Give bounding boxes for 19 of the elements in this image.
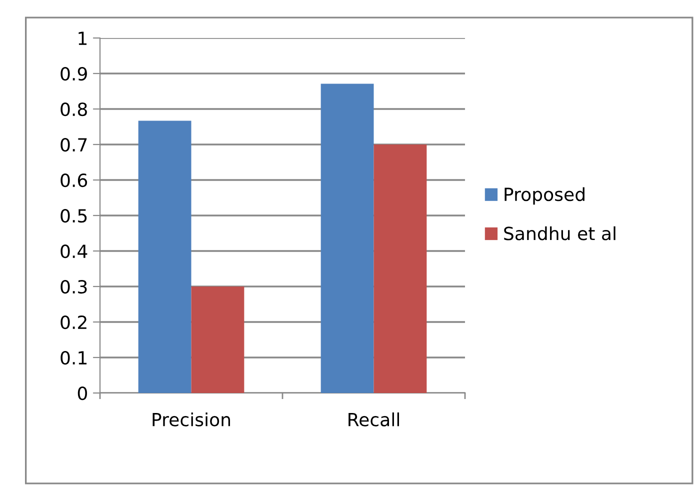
y-tick-label: 0.1 (60, 350, 87, 365)
y-tick-label: 0.2 (60, 315, 86, 330)
y-tick-label: 0.7 (60, 138, 87, 152)
y-tick-label: 0.9 (60, 66, 87, 81)
y-tick-label: 0.5 (60, 208, 87, 223)
bar (374, 144, 427, 393)
y-tick-label: 0 (78, 386, 87, 400)
x-tick-label: Recall (348, 412, 399, 426)
legend-label: Proposed (504, 187, 584, 205)
legend-label: Sandhu et al (504, 226, 616, 240)
x-tick-label: Precision (152, 412, 230, 426)
bar (320, 84, 374, 393)
bar (138, 120, 192, 393)
bar (191, 286, 244, 393)
y-tick-label: 0.3 (60, 280, 87, 294)
y-tick-label: 1 (78, 32, 87, 45)
y-tick-label: 0.6 (60, 173, 88, 188)
y-tick-label: 0.4 (60, 244, 88, 258)
y-tick-label: 0.8 (60, 102, 87, 116)
